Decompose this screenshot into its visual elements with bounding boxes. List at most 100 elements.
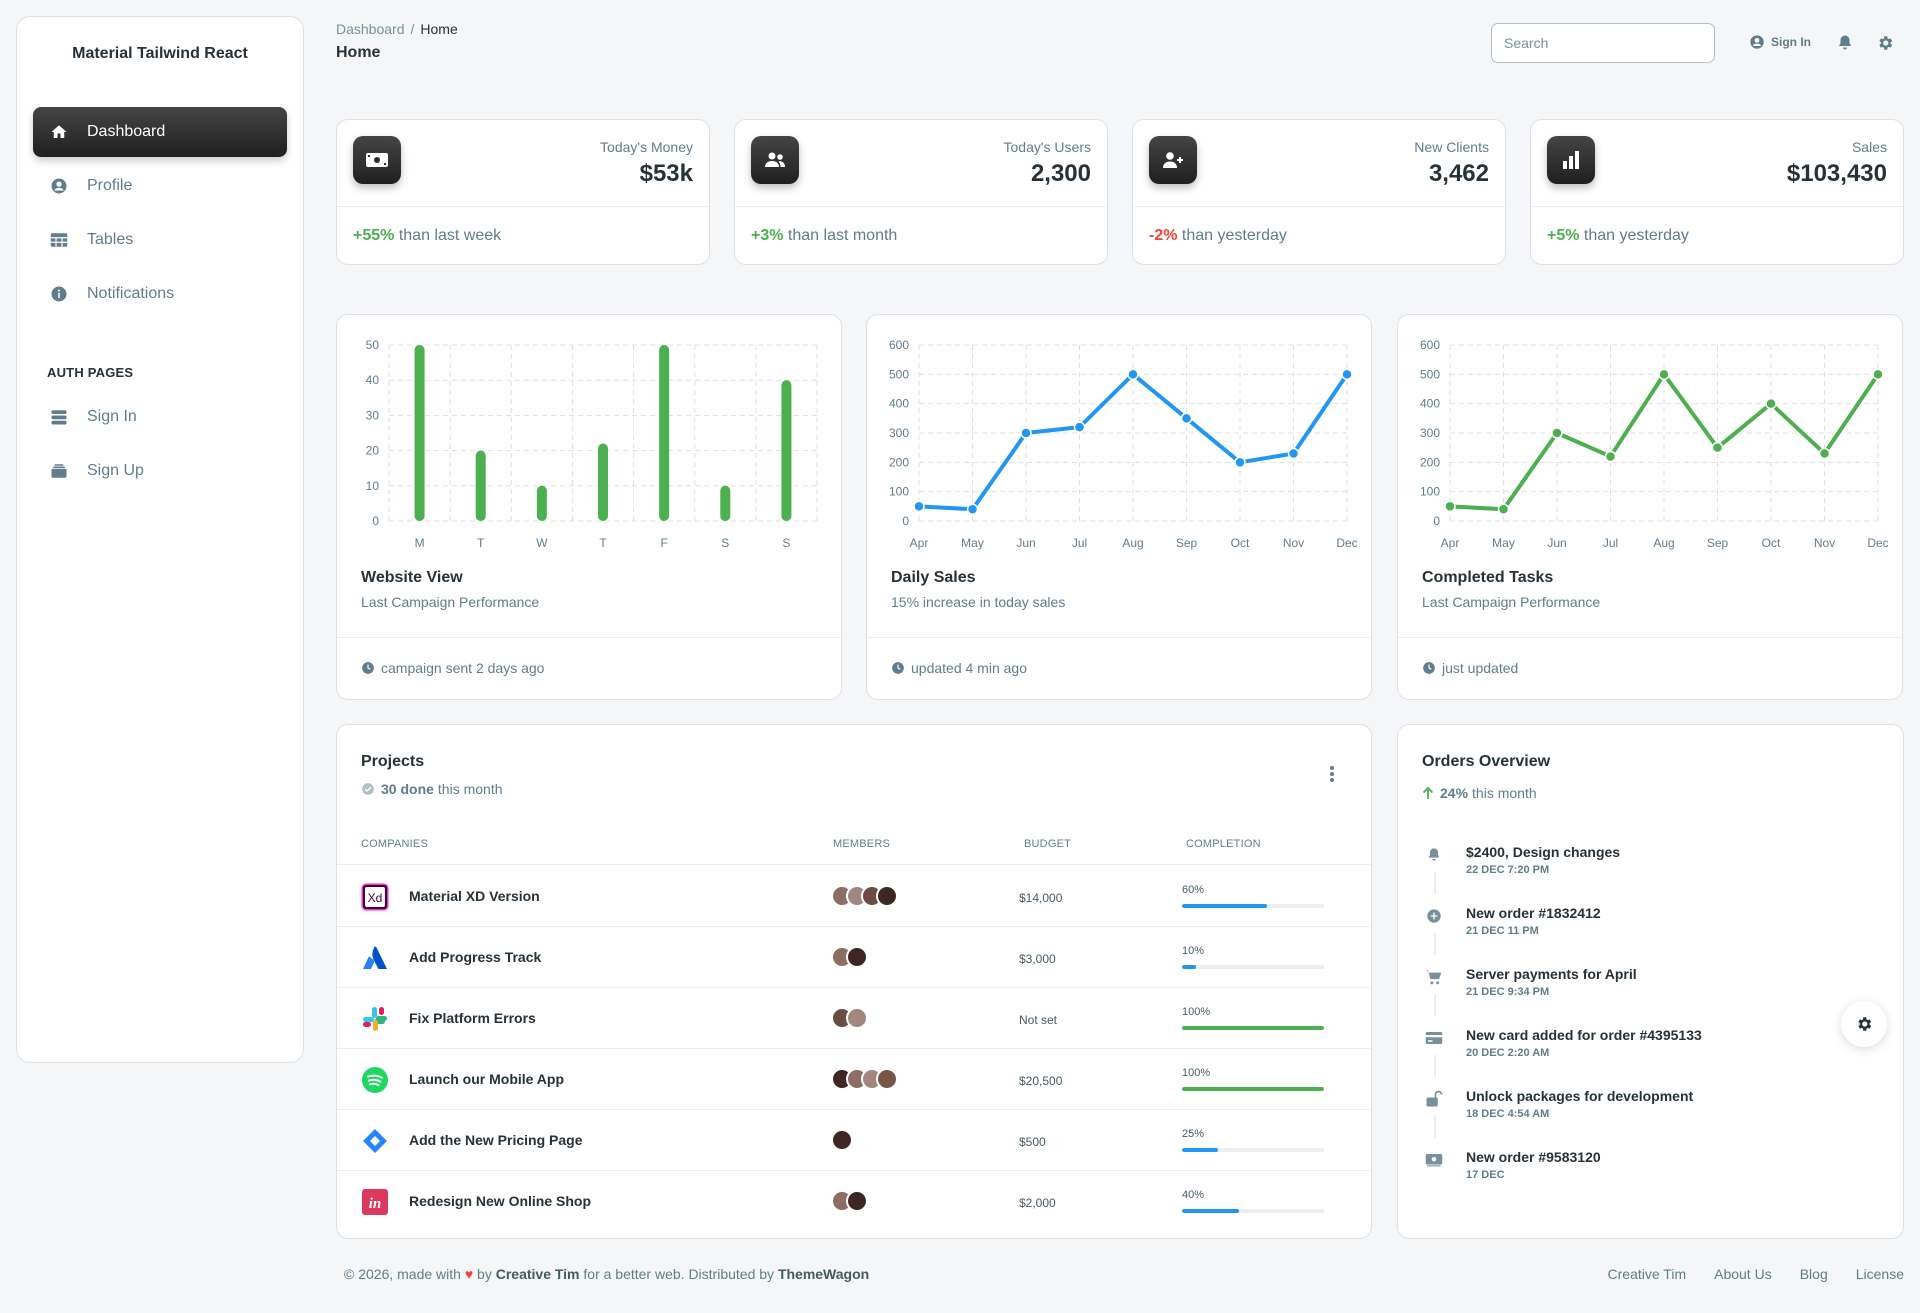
x-tick-label: Oct [1231,536,1250,550]
breadcrumb-current: Home [420,21,458,37]
search-input[interactable] [1491,23,1715,63]
svg-text:in: in [369,1196,382,1212]
timeline-item: New card added for order #4395133 20 DEC… [1422,1025,1882,1086]
data-point [1444,500,1456,513]
completion-bar [1182,904,1324,908]
more-vertical-icon[interactable] [1329,765,1335,788]
x-tick-label: Jul [1072,536,1087,550]
footer-distributor-link[interactable]: ThemeWagon [777,1266,870,1282]
footer-author-link[interactable]: Creative Tim [495,1266,580,1282]
sign-in-button[interactable]: Sign In [1749,34,1811,50]
timeline-item: New order #1832412 21 DEC 11 PM [1422,903,1882,964]
x-tick-label: F [660,536,667,550]
completion-fill [1182,1209,1239,1213]
bar [414,345,425,521]
avatar[interactable] [831,1129,853,1151]
orders-overview-card: Orders Overview 24% this month $2400, De… [1397,724,1904,1239]
stat-value: 2,300 [1030,160,1091,187]
sidebar-item-notifications[interactable]: Notifications [33,269,287,319]
y-tick-label: 500 [889,367,909,381]
y-tick-label: 0 [1433,514,1440,528]
x-tick-label: T [599,536,607,550]
gear-icon [1858,1017,1872,1031]
completion-label: 25% [1182,1128,1205,1140]
x-tick-label: Dec [1336,536,1357,550]
sidebar-item-sign-in[interactable]: Sign In [33,392,287,442]
bell-icon [1424,845,1444,865]
gear-icon[interactable] [1876,34,1894,57]
timeline-item: Server payments for April 21 DEC 9:34 PM [1422,964,1882,1025]
y-tick-label: 0 [902,514,909,528]
table-row[interactable]: in Redesign New Online Shop $2,000 40% [337,1171,1371,1232]
table-row[interactable]: Fix Platform Errors Not set 100% [337,988,1371,1049]
user-circle-icon [1750,35,1764,49]
configurator-button[interactable] [1841,1001,1887,1047]
sidebar-item-sign-up[interactable]: Sign Up [33,446,287,496]
footer-link-blog[interactable]: Blog [1799,1266,1828,1282]
y-tick-label: 600 [1420,338,1440,352]
footer-link-about-us[interactable]: About Us [1714,1266,1772,1282]
sidebar-item-tables[interactable]: Tables [33,215,287,265]
table-row[interactable]: Launch our Mobile App $20,500 100% [337,1049,1371,1110]
x-tick-label: Apr [910,536,929,550]
slack-logo-icon [361,1005,389,1033]
orders-subtitle: 24% this month [1422,785,1537,801]
x-tick-label: S [721,536,729,550]
breadcrumb-separator: / [410,21,415,37]
x-tick-label: Apr [1441,536,1460,550]
brand-title[interactable]: Material Tailwind React [72,45,248,62]
y-tick-label: 500 [1420,367,1440,381]
table-row[interactable]: Add the New Pricing Page $500 25% [337,1110,1371,1171]
heart-icon: ♥ [464,1266,474,1282]
auth-pages-heading: AUTH PAGES [47,365,134,380]
sidebar-item-label: Sign In [87,408,137,425]
clock-icon [892,662,904,674]
timeline-date: 20 DEC 2:20 AM [1466,1047,1550,1059]
avatar[interactable] [876,885,898,907]
home-icon [49,122,69,142]
bar [659,345,670,521]
x-tick-label: Nov [1283,536,1304,550]
breadcrumb-dashboard[interactable]: Dashboard [336,21,405,37]
footer-credit: © 2026, made with ♥ by Creative Tim for … [344,1266,869,1282]
footer-link-creative-tim[interactable]: Creative Tim [1607,1266,1687,1282]
budget-value: $20,500 [1019,1074,1063,1088]
orders-title: Orders Overview [1422,753,1551,770]
avatar[interactable] [846,1007,868,1029]
bell-icon[interactable] [1836,34,1854,57]
bar [720,485,731,521]
company-name: Material XD Version [409,888,540,904]
bar [475,450,486,521]
invision-logo-icon: in [361,1188,389,1216]
shopping-cart-icon [1424,967,1444,987]
chart-subtitle: 15% increase in today sales [891,594,1066,610]
breadcrumb: Dashboard / Home [336,21,458,37]
completion-bar [1182,1209,1324,1213]
chart-card-website-view: 0 10 20 30 40 50 M T W T F S S Website View Last Cam… [336,314,842,700]
footer-link-license[interactable]: License [1855,1266,1904,1282]
timeline-item: Unlock packages for development 18 DEC 4… [1422,1086,1882,1147]
x-tick-label: W [536,536,548,550]
timeline-date: 22 DEC 7:20 PM [1466,864,1550,876]
completion-fill [1182,965,1197,969]
avatar[interactable] [846,946,868,968]
member-avatars [831,1007,868,1029]
table-row[interactable]: Add Progress Track $3,000 10% [337,927,1371,988]
completion-label: 40% [1182,1189,1205,1201]
chart-footer-text: campaign sent 2 days ago [381,660,545,676]
company-name: Redesign New Online Shop [409,1193,592,1209]
column-header-completion: completion [1186,838,1261,850]
sidebar-item-profile[interactable]: Profile [33,161,287,211]
timeline-connector [1434,994,1436,1016]
sidebar: Material Tailwind React Dashboard Profil… [16,16,304,1063]
stat-change-tail: than yesterday [1583,227,1689,244]
sidebar-item-label: Sign Up [87,462,144,479]
sidebar-item-dashboard[interactable]: Dashboard [33,107,287,157]
avatar[interactable] [876,1068,898,1090]
chart-card-completed-tasks: 0 100 200 300 400 500 600 Apr May Jun Jul Aug Sep Oct… [1397,314,1903,700]
avatar[interactable] [846,1190,868,1212]
table-row[interactable]: Xd Material XD Version $14,000 60% [337,866,1371,927]
column-header-members: members [833,838,891,850]
credit-card-icon [1424,1028,1444,1048]
timeline-date: 17 DEC [1466,1169,1505,1181]
